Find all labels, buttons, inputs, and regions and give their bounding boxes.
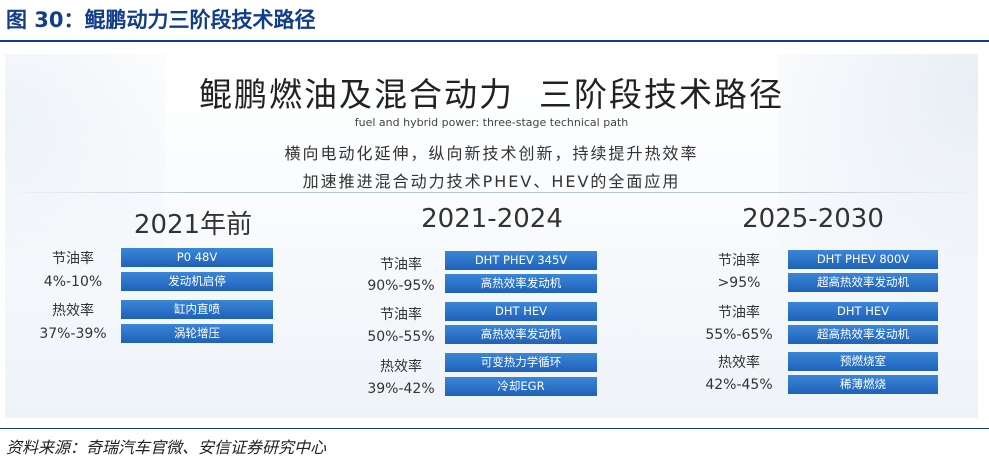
- panel-divider: [5, 192, 978, 193]
- stage-1-metric-1: 节油率: [52, 251, 94, 267]
- panel-subtitle-en: fuel and hybrid power: three-stage techn…: [354, 116, 629, 129]
- stage-1-value-2: 37%-39%: [39, 326, 107, 342]
- stage-2-value-2: 50%-55%: [367, 329, 435, 345]
- stage-1-metric-2: 热效率: [52, 303, 94, 319]
- stage-2-value-3: 39%-42%: [367, 381, 435, 397]
- stage-2-tech-bar: 冷却EGR: [445, 377, 597, 396]
- stage-1-tech-bar: 缸内直喷: [121, 300, 273, 319]
- stage-3-tech-bar: DHT PHEV 800V: [788, 250, 938, 269]
- title-rule: [0, 40, 989, 42]
- stage-2-period: 2021-2024: [421, 204, 563, 234]
- stage-2-tech-bar: 高热效率发动机: [445, 274, 597, 293]
- infographic-panel: 鲲鹏燃油及混合动力 三阶段技术路径 fuel and hybrid power:…: [5, 54, 978, 418]
- stage-3-tech-bar: 超高热效率发动机: [788, 325, 938, 344]
- stage-3-value-2: 55%-65%: [705, 327, 773, 343]
- panel-description-1: 横向电动化延伸，纵向新技术创新，持续提升热效率: [284, 144, 699, 163]
- figure-title: 图 30：鲲鹏动力三阶段技术路径: [6, 8, 316, 32]
- source-rule: [0, 428, 989, 429]
- stage-2-tech-bar: DHT HEV: [445, 302, 597, 321]
- stage-3-tech-bar: 预燃烧室: [788, 352, 938, 371]
- stage-3-value-3: 42%-45%: [705, 377, 773, 393]
- stage-1-tech-bar: 发动机启停: [121, 272, 273, 291]
- stage-3-tech-bar: DHT HEV: [788, 302, 938, 321]
- stage-3-tech-bar: 超高热效率发动机: [788, 273, 938, 292]
- stage-2-metric-2: 节油率: [380, 307, 422, 323]
- stage-2-metric-1: 节油率: [380, 257, 422, 273]
- panel-title: 鲲鹏燃油及混合动力 三阶段技术路径: [199, 75, 784, 114]
- stage-3-period: 2025-2030: [742, 204, 884, 234]
- source-note: 资料来源：奇瑞汽车官微、安信证券研究中心: [6, 438, 327, 457]
- stage-3-metric-3: 热效率: [718, 355, 760, 371]
- stage-2-value-1: 90%-95%: [367, 278, 435, 294]
- stage-3-metric-1: 节油率: [718, 253, 760, 269]
- panel-description-2: 加速推进混合动力技术PHEV、HEV的全面应用: [302, 172, 681, 191]
- stage-3-value-1: >95%: [717, 275, 761, 291]
- stage-2-tech-bar: 高热效率发动机: [445, 325, 597, 344]
- stage-1-tech-bar: P0 48V: [121, 248, 273, 267]
- stage-2-metric-3: 热效率: [380, 359, 422, 375]
- stage-3-tech-bar: 稀薄燃烧: [788, 375, 938, 394]
- stage-1-value-1: 4%-10%: [43, 274, 103, 290]
- stage-2-tech-bar: 可变热力学循环: [445, 353, 597, 372]
- stage-1-period: 2021年前: [133, 210, 253, 240]
- stage-2-tech-bar: DHT PHEV 345V: [445, 251, 597, 270]
- stage-3-metric-2: 节油率: [718, 305, 760, 321]
- stage-1-tech-bar: 涡轮增压: [121, 324, 273, 343]
